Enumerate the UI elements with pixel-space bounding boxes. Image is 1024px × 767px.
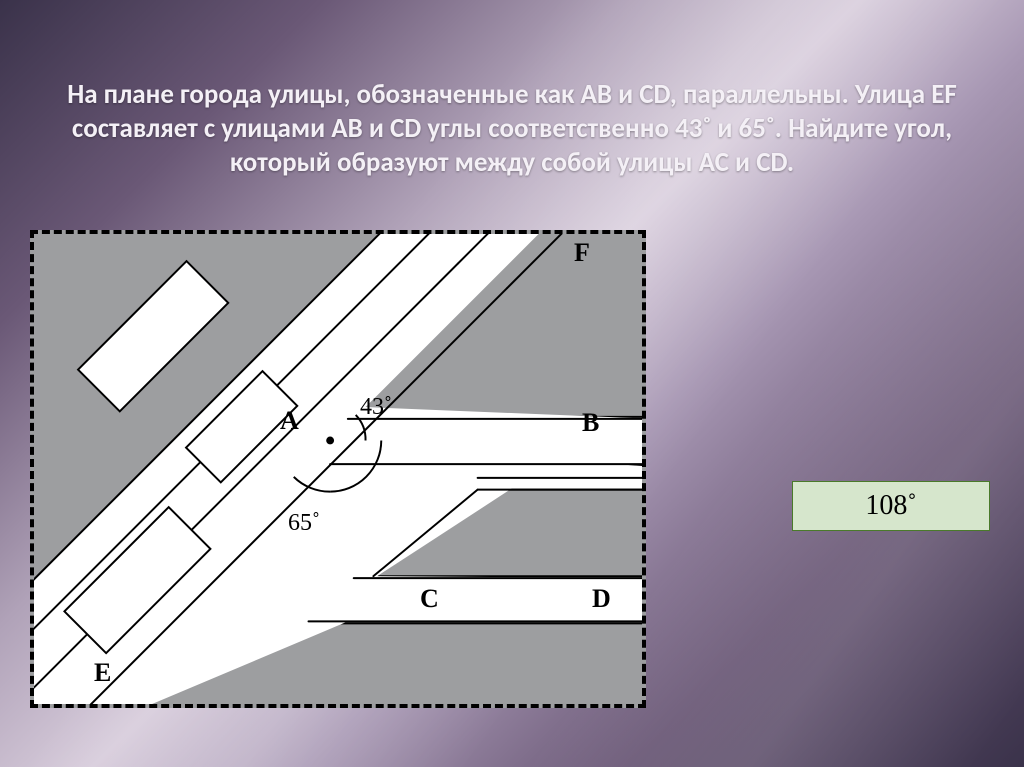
angle-65: 65˚ — [288, 510, 320, 537]
diagram-svg — [34, 234, 642, 704]
point-C: C — [420, 584, 440, 614]
point-D: D — [592, 584, 612, 614]
point-B: B — [582, 408, 600, 438]
problem-title: На плане города улицы, обозначенные как … — [0, 78, 1024, 180]
answer-box: 108˚ — [792, 481, 990, 531]
point-A: A — [280, 406, 300, 436]
point-E: E — [94, 658, 112, 688]
angle-43: 43˚ — [360, 394, 392, 421]
intersection-dot — [326, 437, 334, 445]
street-plan-diagram: A B C D E F 43˚ 65˚ — [30, 230, 646, 708]
point-F: F — [574, 238, 591, 268]
answer-value: 108˚ — [865, 490, 916, 522]
